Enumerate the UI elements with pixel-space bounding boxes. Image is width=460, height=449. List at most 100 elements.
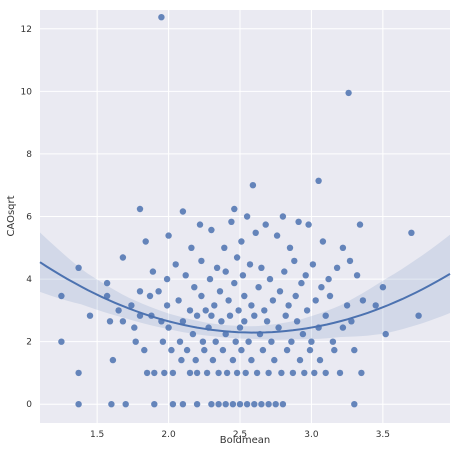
- data-point: [169, 369, 177, 377]
- data-point: [179, 401, 187, 408]
- data-point: [279, 213, 287, 220]
- data-point: [343, 302, 351, 309]
- data-point: [193, 312, 201, 319]
- data-point: [273, 232, 281, 239]
- data-point: [208, 226, 215, 234]
- data-point: [306, 346, 314, 354]
- data-point: [296, 356, 304, 364]
- y-tick-label: 4: [26, 275, 32, 285]
- data-point: [276, 288, 284, 295]
- data-point: [212, 338, 219, 345]
- data-point: [165, 324, 172, 331]
- data-point: [119, 254, 127, 261]
- data-point: [183, 346, 191, 354]
- data-point: [236, 401, 244, 408]
- data-point: [415, 312, 422, 319]
- data-point: [219, 346, 227, 354]
- data-point: [275, 324, 282, 331]
- data-point: [283, 346, 291, 354]
- data-point: [209, 356, 217, 364]
- data-point: [239, 272, 247, 279]
- data-point: [246, 261, 254, 268]
- data-point: [251, 312, 258, 319]
- data-point: [291, 257, 298, 265]
- data-point: [188, 244, 195, 251]
- data-point: [241, 292, 248, 300]
- x-axis-label: Boldmean: [220, 435, 270, 446]
- data-point: [286, 244, 294, 251]
- data-point: [251, 401, 258, 408]
- data-point: [319, 238, 327, 245]
- data-point: [208, 312, 215, 319]
- data-point: [201, 346, 208, 354]
- data-point: [222, 268, 229, 275]
- grid: [40, 10, 450, 423]
- data-point: [305, 221, 312, 228]
- data-point: [169, 401, 177, 408]
- data-point: [231, 205, 238, 213]
- data-point: [211, 302, 218, 309]
- data-point: [75, 264, 82, 271]
- data-point: [308, 338, 315, 345]
- data-point: [269, 297, 277, 304]
- data-point: [186, 307, 194, 314]
- data-point: [265, 369, 272, 377]
- data-point: [316, 356, 324, 364]
- data-point: [198, 292, 205, 300]
- data-point: [149, 268, 157, 275]
- data-point: [198, 257, 205, 265]
- data-point: [353, 272, 361, 279]
- data-point: [161, 369, 168, 377]
- data-point: [216, 288, 224, 295]
- data-point: [271, 356, 278, 364]
- data-point: [408, 229, 415, 236]
- data-point: [233, 369, 241, 377]
- y-tick-label: 0: [26, 400, 32, 410]
- data-point: [262, 221, 269, 228]
- data-point: [228, 218, 235, 225]
- data-point: [218, 318, 225, 325]
- data-point: [242, 369, 249, 377]
- y-axis-ticks: 0 2 4 6 8 10 12: [21, 25, 33, 410]
- data-point: [229, 401, 237, 408]
- data-point: [176, 338, 184, 345]
- data-point: [299, 330, 307, 338]
- data-point: [151, 401, 158, 408]
- data-point: [339, 324, 347, 331]
- data-point: [141, 346, 148, 354]
- data-point: [231, 279, 238, 287]
- data-point: [266, 275, 274, 283]
- data-point: [163, 302, 171, 309]
- y-tick-label: 12: [21, 25, 32, 35]
- data-point: [192, 356, 199, 364]
- data-point: [301, 369, 308, 377]
- y-tick-label: 2: [26, 338, 32, 348]
- data-point: [238, 346, 245, 354]
- data-point: [278, 369, 285, 377]
- data-point: [215, 401, 222, 408]
- regression-line: [39, 261, 451, 334]
- data-point: [203, 369, 211, 377]
- data-point: [143, 369, 151, 377]
- data-point: [295, 218, 302, 225]
- data-point: [345, 89, 352, 97]
- data-point: [238, 238, 245, 245]
- data-point: [159, 338, 167, 345]
- data-point: [222, 401, 229, 408]
- data-point: [142, 238, 149, 245]
- data-point: [151, 369, 158, 377]
- data-point: [265, 401, 272, 408]
- data-point: [58, 292, 65, 300]
- y-axis-label: CAOsqrt: [6, 195, 17, 236]
- data-point: [86, 312, 94, 319]
- data-point: [236, 324, 244, 331]
- data-point: [322, 312, 329, 319]
- data-point: [272, 401, 279, 408]
- data-point: [315, 177, 322, 184]
- data-point: [259, 346, 267, 354]
- data-point: [282, 312, 289, 319]
- data-point: [356, 221, 364, 228]
- data-point: [261, 307, 268, 314]
- data-point: [245, 338, 252, 345]
- data-point: [179, 318, 187, 325]
